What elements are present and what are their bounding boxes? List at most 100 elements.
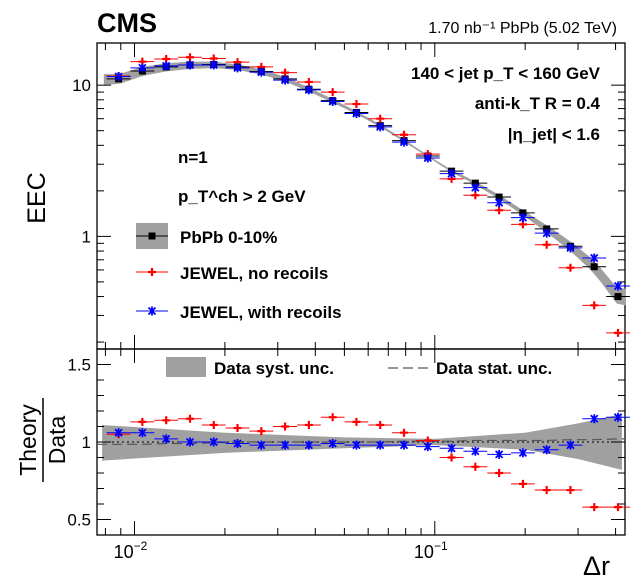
- main-points-layer: [106, 53, 630, 337]
- jewel-norecoils-point: [590, 301, 599, 310]
- track-pt-annotation: p_T^ch > 2 GeV: [178, 187, 306, 206]
- jewel-norecoils-point: [399, 130, 408, 139]
- x-tick-exponent: −1: [434, 539, 448, 553]
- main-plot-frame: [96, 42, 626, 350]
- ratio-jewel-norecoils-point: [518, 479, 527, 488]
- ratio-jewel-norecoils-point: [495, 469, 504, 477]
- jet-pt-annotation: 140 < jet p_T < 160 GeV: [411, 64, 601, 83]
- ratio-jewel-withrecoils-point: [399, 440, 409, 450]
- jewel-withrecoils-point: [328, 96, 337, 106]
- ratio-jewel-norecoils-point: [185, 414, 194, 423]
- jewel-norecoils-point: [304, 77, 313, 86]
- ratio-jewel-norecoils-point: [304, 420, 313, 429]
- eta-annotation: |η_jet| < 1.6: [508, 125, 600, 144]
- legend-syst-swatch: [166, 357, 206, 377]
- ratio-axes: 0.511.510−2 10−1: [67, 348, 625, 562]
- jewel-withrecoils-point: [257, 67, 266, 77]
- legend-entry-norecoils: JEWEL, no recoils: [180, 264, 328, 283]
- jewel-withrecoils-point: [185, 60, 195, 70]
- jewel-withrecoils-point: [233, 63, 242, 73]
- ratio-jewel-norecoils-point: [257, 427, 266, 436]
- ratio-jewel-norecoils-point: [471, 462, 480, 471]
- ratio-jewel-withrecoils-point: [280, 440, 290, 450]
- legend-entry-syst: Data syst. unc.: [214, 359, 334, 378]
- data-point: [495, 193, 503, 201]
- ratio-jewel-norecoils-point: [281, 422, 290, 431]
- ratio-jewel-withrecoils-point: [209, 437, 218, 447]
- x-axis-label: Δr: [583, 551, 610, 580]
- ratio-jewel-norecoils-point: [209, 420, 218, 429]
- jewel-withrecoils-point: [613, 281, 623, 291]
- data-point: [519, 209, 527, 217]
- main-axes: 1 10: [72, 43, 625, 349]
- ratio-jewel-withrecoils-point: [185, 437, 195, 447]
- ratio-jewel-withrecoils-point: [494, 449, 504, 459]
- ratio-jewel-norecoils-point: [590, 503, 599, 512]
- ratio-jewel-withrecoils-point: [423, 442, 432, 452]
- ratio-y-tick-label: 0.5: [67, 511, 91, 530]
- data-point: [471, 179, 479, 187]
- jewel-withrecoils-point: [162, 61, 171, 71]
- jewel-norecoils-point: [281, 68, 290, 77]
- jewel-withrecoils-point: [518, 213, 528, 223]
- legend-rec-marker: [147, 306, 157, 316]
- ratio-jewel-norecoils-point: [138, 417, 147, 426]
- ratio-jewel-withrecoils-point: [328, 439, 337, 449]
- ratio-jewel-withrecoils-point: [613, 412, 623, 422]
- ratio-jewel-norecoils-point: [542, 486, 551, 495]
- jewel-norecoils-point: [542, 240, 551, 249]
- jewel-withrecoils-point: [376, 122, 385, 132]
- jewel-withrecoils-point: [280, 75, 290, 85]
- ratio-jewel-norecoils-point: [233, 424, 242, 433]
- jewel-withrecoils-point: [471, 183, 480, 193]
- ratio-jewel-norecoils-point: [328, 413, 337, 422]
- jewel-norecoils-point: [352, 100, 361, 109]
- jewel-withrecoils-point: [447, 169, 456, 179]
- jewel-norecoils-point: [566, 263, 575, 272]
- jewel-norecoils-point: [328, 88, 337, 97]
- legend-entry-withrecoils: JEWEL, with recoils: [180, 303, 342, 322]
- ratio-jewel-withrecoils-point: [566, 440, 575, 450]
- experiment-label: CMS: [97, 8, 157, 38]
- ratio-jewel-norecoils-point: [399, 428, 408, 437]
- x-tick-exponent: −2: [134, 539, 148, 553]
- jewel-withrecoils-point: [423, 153, 432, 163]
- main-y-axis-label: EEC: [23, 172, 51, 223]
- ratio-jewel-withrecoils-point: [114, 428, 123, 438]
- jewel-norecoils-point: [185, 53, 194, 62]
- data-point: [614, 293, 622, 301]
- jewel-withrecoils-point: [542, 228, 551, 238]
- main-legend: PbPb 0-10% JEWEL, no recoils JEWEL, with…: [136, 223, 342, 322]
- jewel-withrecoils-point: [494, 198, 504, 208]
- ratio-jewel-withrecoils-point: [518, 448, 528, 458]
- x-tick-base: 10: [414, 542, 434, 562]
- ratio-y-tick-label: 1: [82, 433, 91, 452]
- jewel-norecoils-point: [376, 114, 385, 123]
- ratio-jewel-withrecoils-point: [352, 440, 361, 450]
- ratio-jewel-withrecoils-point: [138, 428, 147, 438]
- ratio-jewel-norecoils-point: [162, 416, 171, 425]
- ratio-jewel-norecoils-point: [614, 503, 623, 512]
- ratio-y-label-bottom: Data: [44, 416, 70, 465]
- jewel-withrecoils-point: [399, 137, 409, 147]
- data-point: [590, 263, 598, 271]
- main-y-tick-label: 1: [82, 227, 91, 246]
- ratio-y-label-top: Theory: [15, 404, 41, 476]
- ratio-jewel-withrecoils-point: [233, 439, 242, 449]
- ratio-jewel-norecoils-point: [566, 486, 575, 495]
- legend-entry-stat: Data stat. unc.: [436, 359, 552, 378]
- x-tick-label: 10−2: [114, 539, 148, 562]
- jewel-withrecoils-point: [209, 60, 218, 70]
- ratio-jewel-withrecoils-point: [257, 440, 266, 450]
- ratio-points-layer: [97, 412, 630, 512]
- ratio-jewel-withrecoils-point: [376, 440, 385, 450]
- legend-norec-marker: [148, 268, 156, 276]
- algo-annotation: anti-k_T R = 0.4: [475, 94, 601, 113]
- main-panel: 1 10 CMS 1.70 nb⁻¹ PbPb (5.02 TeV) EEC 14…: [23, 8, 630, 350]
- ratio-jewel-withrecoils-point: [590, 414, 599, 424]
- ratio-y-axis-label: Theory Data: [15, 398, 70, 482]
- legend-data-marker: [148, 232, 156, 240]
- jewel-norecoils-point: [614, 328, 623, 337]
- main-y-tick-label: 10: [72, 76, 91, 95]
